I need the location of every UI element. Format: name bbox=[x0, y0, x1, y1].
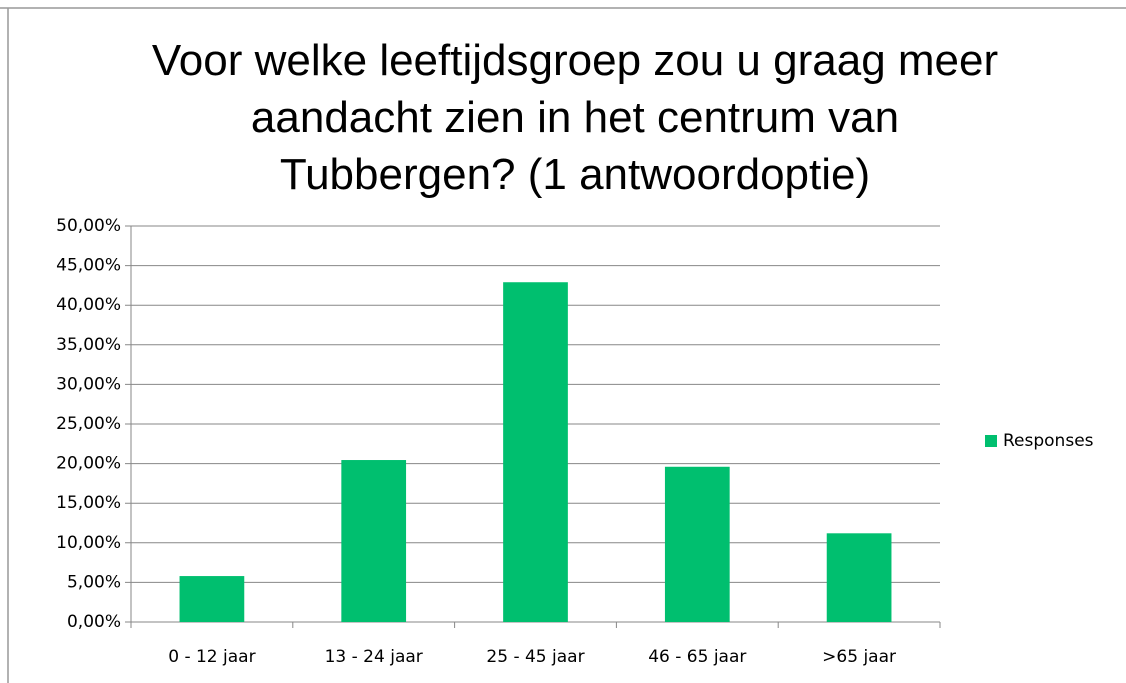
bar bbox=[179, 576, 245, 622]
x-tick-label: 25 - 45 jaar bbox=[486, 647, 584, 667]
legend-label: Responses bbox=[1003, 431, 1094, 451]
y-tick-label: 50,00% bbox=[56, 216, 121, 236]
bar bbox=[664, 466, 730, 622]
x-tick-label: 13 - 24 jaar bbox=[325, 647, 423, 667]
bar bbox=[503, 282, 568, 622]
y-tick-label: 10,00% bbox=[56, 533, 121, 553]
legend-swatch bbox=[985, 435, 997, 447]
y-tick-label: 0,00% bbox=[67, 612, 121, 632]
y-tick-label: 25,00% bbox=[56, 414, 121, 434]
bar bbox=[826, 533, 892, 622]
y-tick-label: 30,00% bbox=[56, 374, 121, 394]
x-tick-label: >65 jaar bbox=[822, 647, 896, 667]
y-tick-label: 35,00% bbox=[56, 335, 121, 355]
y-tick-label: 45,00% bbox=[56, 256, 121, 276]
x-tick-label: 46 - 65 jaar bbox=[648, 647, 746, 667]
y-tick-label: 15,00% bbox=[56, 493, 121, 513]
y-tick-label: 5,00% bbox=[67, 572, 121, 592]
x-tick-label: 0 - 12 jaar bbox=[168, 647, 255, 667]
y-tick-label: 20,00% bbox=[56, 454, 121, 474]
chart-title: Voor welke leeftijdsgroep zou u graag me… bbox=[151, 36, 999, 199]
bar bbox=[341, 460, 407, 622]
y-tick-label: 40,00% bbox=[56, 295, 121, 315]
